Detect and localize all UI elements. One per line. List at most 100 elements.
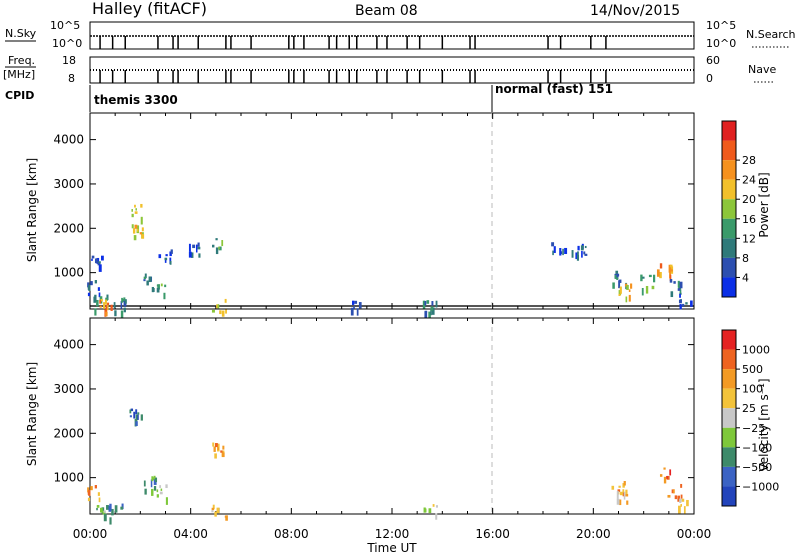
power-data-mark xyxy=(148,276,152,283)
power-colorbar: 4 8 12 16 20 24 28 xyxy=(721,120,756,298)
velocity-data-mark xyxy=(666,475,670,480)
power-data-mark xyxy=(90,281,93,286)
power-data-mark xyxy=(94,308,97,316)
power-data-mark xyxy=(679,293,681,298)
power-data-mark xyxy=(670,291,674,298)
velocity-data-mark xyxy=(214,511,217,517)
beam-title: Beam 08 xyxy=(355,3,418,19)
freq-label: Freq. xyxy=(8,54,35,67)
power-data-mark xyxy=(100,298,103,302)
velocity-data-mark xyxy=(435,513,438,520)
velocity-data-mark xyxy=(622,489,625,496)
velocity-data-mark xyxy=(681,498,685,502)
velocity-data-mark xyxy=(667,494,671,498)
velocity-data-mark xyxy=(626,500,629,505)
power-data-mark xyxy=(107,302,110,306)
velocity-data-mark xyxy=(155,477,158,483)
power-data-mark xyxy=(211,309,215,313)
velocity-plot-frame xyxy=(89,317,695,515)
velocity-data-mark xyxy=(220,450,223,453)
velocity-data-mark xyxy=(140,414,143,421)
power-data-mark xyxy=(428,311,431,318)
power-data-mark xyxy=(564,247,568,255)
power-colorbar-tick-label: 28 xyxy=(742,154,756,167)
velocity-data-mark xyxy=(680,494,683,499)
velocity-data-mark xyxy=(152,477,156,481)
power-data-mark xyxy=(105,299,107,305)
nsky-left-tick-top: 10^5 xyxy=(50,19,80,32)
power-data-mark xyxy=(94,258,98,264)
velocity-x-tick-label: 00:00 xyxy=(677,527,712,541)
power-data-mark xyxy=(225,309,227,314)
velocity-colorbar-swatch xyxy=(722,349,736,370)
velocity-data-mark xyxy=(673,489,675,494)
power-data-mark xyxy=(120,301,123,309)
velocity-data-mark xyxy=(683,506,686,514)
power-y-tick-label: 4000 xyxy=(53,133,84,147)
velocity-data-mark xyxy=(156,489,159,493)
power-data-mark xyxy=(123,300,127,307)
velocity-data-mark xyxy=(659,474,663,477)
velocity-colorbar-swatch xyxy=(722,408,736,428)
power-colorbar-swatch xyxy=(722,238,736,258)
nsky-panel: 10^5 10^0 10^5 10^0 N.Sky N.Search xyxy=(5,19,796,50)
velocity-y-axis: 1000 2000 3000 4000 xyxy=(53,318,695,514)
power-data-mark xyxy=(576,254,580,261)
velocity-data-mark xyxy=(101,507,105,514)
velocity-data-mark xyxy=(225,515,228,521)
power-data-mark xyxy=(679,289,682,293)
power-data-mark xyxy=(158,254,162,259)
velocity-data-mark xyxy=(120,506,124,510)
power-data-mark xyxy=(99,305,102,308)
velocity-colorbar-swatch xyxy=(722,486,736,506)
power-data-mark xyxy=(616,273,620,277)
velocity-data-mark xyxy=(211,510,214,513)
power-data-mark xyxy=(628,294,631,302)
velocity-x-axis-label: Time UT xyxy=(366,541,417,554)
power-data-mark xyxy=(431,301,434,306)
velocity-data-mark xyxy=(88,489,91,496)
power-data-mark xyxy=(615,270,619,276)
power-data-mark xyxy=(358,302,362,309)
power-data-mark xyxy=(571,250,574,258)
power-data-mark xyxy=(656,269,660,277)
power-data-mark xyxy=(651,285,655,290)
power-data-mark xyxy=(224,298,227,303)
velocity-data-mark xyxy=(618,485,621,488)
power-data-mark xyxy=(353,306,355,309)
velocity-colorbar-swatch xyxy=(722,427,736,448)
power-data-mark xyxy=(170,249,173,254)
velocity-data-mark xyxy=(674,495,678,500)
velocity-colorbar-tick-label: 1000 xyxy=(742,344,770,357)
velocity-data-mark xyxy=(165,497,168,505)
velocity-colorbar-tick-label: 100 xyxy=(742,383,763,396)
power-data-mark xyxy=(685,302,688,305)
velocity-data-mark xyxy=(625,493,629,497)
velocity-data-mark xyxy=(221,452,225,458)
velocity-data-mark xyxy=(135,409,138,415)
velocity-data-mark xyxy=(100,507,103,513)
power-colorbar-label: Power [dB] xyxy=(757,172,771,237)
power-data-mark xyxy=(659,263,663,269)
velocity-data-mark xyxy=(428,508,432,514)
power-data-mark xyxy=(435,300,438,308)
velocity-data-mark xyxy=(153,479,157,485)
power-data-mark xyxy=(618,293,621,297)
power-colorbar-tick-label: 16 xyxy=(742,213,756,226)
power-data-mark xyxy=(164,257,168,261)
nsearch-label: N.Search xyxy=(746,28,796,41)
power-colorbar-swatch xyxy=(722,257,736,278)
cpid-segment-1: themis 3300 xyxy=(94,93,178,107)
power-data-mark xyxy=(96,257,100,264)
power-data-mark xyxy=(157,284,160,290)
velocity-data-mark xyxy=(214,453,217,459)
power-data-mark xyxy=(624,283,628,287)
power-data-mark xyxy=(673,281,676,284)
nsky-right-tick-bottom: 10^0 xyxy=(706,37,736,50)
freq-left-tick-bottom: 8 xyxy=(68,72,75,85)
power-colorbar-swatch xyxy=(722,179,736,200)
cpid-panel: CPID themis 3300 normal (fast) 151 xyxy=(5,82,613,112)
power-data-mark xyxy=(215,247,219,255)
power-data-mark xyxy=(218,246,222,251)
